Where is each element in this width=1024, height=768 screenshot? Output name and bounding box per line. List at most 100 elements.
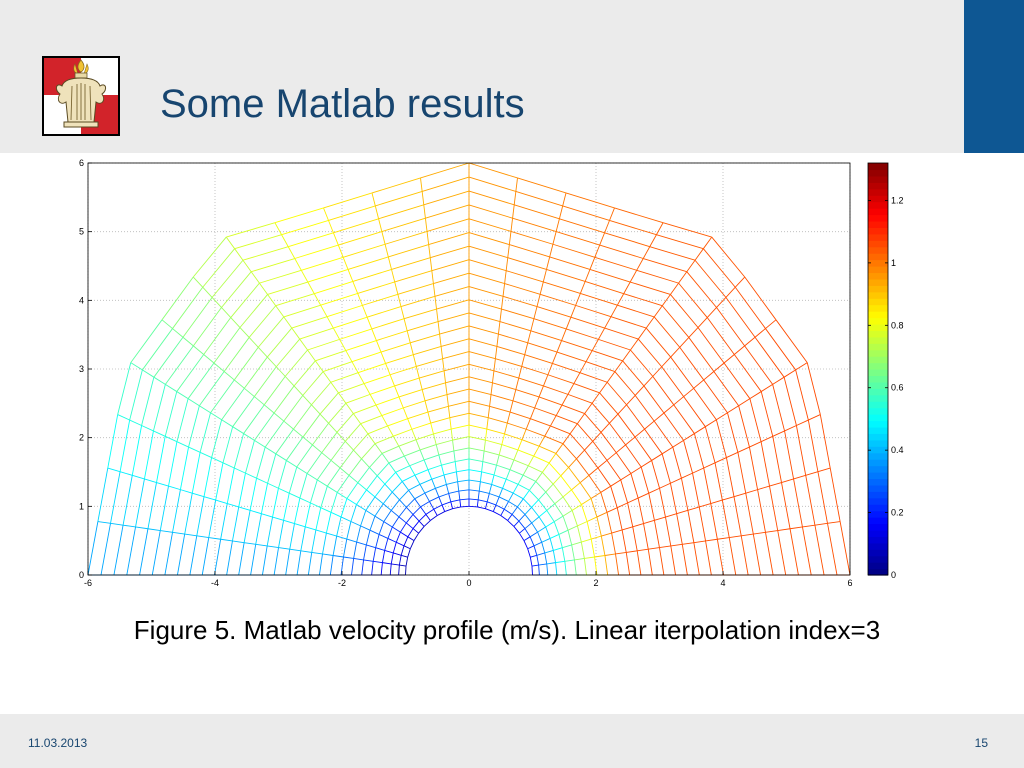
mesh-radial-line (733, 492, 746, 498)
page-number: 15 (974, 736, 988, 750)
mesh-arc-line (530, 418, 551, 427)
colorbar-segment (868, 227, 888, 235)
mesh-radial-line (573, 372, 581, 384)
mesh-arc-line (433, 272, 470, 284)
mesh-arc-line (456, 469, 470, 473)
mesh-arc-line (248, 305, 277, 338)
mesh-arc-line (491, 484, 503, 489)
mesh-arc-line (374, 483, 386, 498)
mesh-arc-line (233, 433, 245, 469)
mesh-arc-line (346, 521, 352, 540)
mesh-radial-line (493, 358, 496, 371)
mesh-arc-line (259, 269, 302, 284)
mesh-radial-line (562, 192, 567, 207)
mesh-radial-line (760, 384, 773, 392)
mesh-radial-line (225, 236, 235, 249)
mesh-radial-line (221, 307, 232, 318)
mesh-arc-line (249, 478, 258, 511)
mesh-arc-line (630, 349, 654, 377)
y-tick-label: 5 (79, 227, 84, 237)
mesh-radial-line (172, 531, 185, 535)
mesh-arc-line (765, 532, 774, 576)
mesh-arc-line (620, 479, 629, 504)
mesh-radial-line (385, 363, 391, 375)
mesh-arc-line (468, 447, 485, 452)
mesh-arc-line (311, 529, 317, 553)
mesh-arc-line (521, 365, 549, 376)
mesh-radial-line (511, 506, 518, 515)
colorbar-segment (868, 394, 888, 402)
mesh-radial-line (400, 531, 409, 538)
mesh-arc-line (390, 499, 400, 511)
mesh-arc-line (599, 392, 619, 415)
mesh-arc-line (468, 204, 513, 219)
mesh-radial-line (581, 498, 592, 505)
mesh-radial-line (483, 440, 486, 452)
mesh-arc-line (795, 369, 809, 421)
mesh-arc-line (394, 377, 420, 387)
mesh-arc-line (531, 522, 538, 533)
mesh-arc-line (443, 363, 470, 372)
mesh-radial-line (254, 439, 266, 448)
mesh-arc-line (681, 544, 688, 576)
colorbar-segment (868, 439, 888, 447)
mesh-arc-line (221, 388, 245, 421)
mesh-radial-line (588, 467, 599, 476)
heraldic-shield-logo (42, 56, 120, 136)
mesh-arc-line (754, 336, 785, 378)
x-tick-label: 0 (466, 578, 471, 588)
mesh-arc-line (398, 439, 417, 447)
mesh-arc-line (452, 436, 470, 441)
mesh-arc-line (294, 497, 301, 524)
mesh-radial-line (670, 543, 683, 547)
mesh-arc-line (678, 282, 708, 318)
mesh-arc-line (221, 271, 252, 308)
mesh-radial-line (391, 563, 400, 566)
mesh-radial-line (521, 354, 526, 367)
mesh-radial-line (452, 440, 455, 452)
mesh-radial-line (394, 385, 400, 398)
mesh-arc-line (424, 394, 448, 402)
mesh-radial-line (227, 503, 239, 508)
mesh-arc-line (113, 525, 124, 576)
mesh-radial-line (562, 510, 573, 517)
mesh-arc-line (566, 328, 599, 340)
mesh-arc-line (703, 248, 736, 288)
mesh-arc-line (153, 336, 184, 378)
mesh-radial-line (313, 293, 322, 306)
mesh-radial-line (97, 521, 111, 524)
mesh-arc-line (164, 391, 178, 437)
mesh-radial-line (571, 482, 581, 491)
mesh-radial-line (681, 472, 693, 479)
mesh-arc-line (622, 360, 645, 387)
mesh-arc-line (302, 371, 324, 396)
mesh-radial-line (424, 218, 428, 232)
mesh-radial-line (210, 412, 222, 421)
mesh-radial-line (281, 234, 289, 247)
mesh-arc-line (299, 327, 334, 340)
mesh-arc-line (413, 532, 420, 541)
mesh-arc-line (683, 396, 706, 427)
mesh-radial-line (423, 459, 429, 470)
mesh-arc-line (543, 281, 581, 294)
mesh-arc-line (634, 436, 653, 461)
mesh-arc-line (433, 428, 452, 435)
mesh-radial-line (561, 394, 569, 406)
mesh-radial-line (590, 492, 602, 499)
mesh-arc-line (568, 467, 581, 483)
mesh-radial-line (777, 528, 791, 531)
mesh-radial-line (299, 338, 308, 351)
mesh-radial-line (558, 529, 569, 535)
mesh-arc-line (293, 404, 312, 430)
mesh-radial-line (564, 559, 575, 562)
mesh-radial-line (259, 282, 268, 295)
mesh-radial-line (599, 232, 606, 246)
mesh-radial-line (381, 453, 390, 464)
mesh-arc-line (387, 418, 408, 427)
mesh-radial-line (363, 383, 371, 395)
mesh-arc-line (371, 318, 405, 330)
mesh-arc-line (615, 553, 620, 576)
mesh-arc-line (378, 521, 385, 535)
mesh-radial-line (457, 481, 460, 492)
mesh-radial-line (391, 491, 400, 501)
